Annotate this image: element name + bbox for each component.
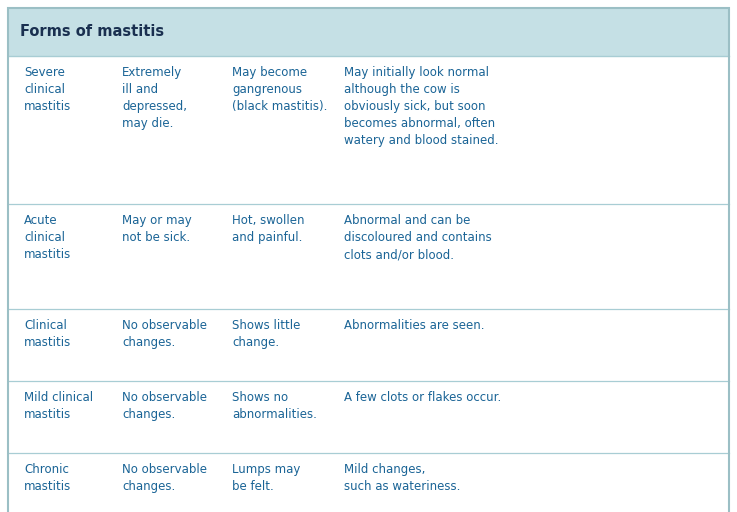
Bar — [8, 204, 729, 309]
Text: Abnormal and can be
discoloured and contains
clots and/or blood.: Abnormal and can be discoloured and cont… — [344, 214, 492, 261]
Bar — [8, 453, 729, 512]
Text: Severe
clinical
mastitis: Severe clinical mastitis — [24, 66, 71, 113]
Text: Hot, swollen
and painful.: Hot, swollen and painful. — [232, 214, 304, 244]
Text: May become
gangrenous
(black mastitis).: May become gangrenous (black mastitis). — [232, 66, 327, 113]
Text: Clinical
mastitis: Clinical mastitis — [24, 319, 71, 349]
Text: Mild clinical
mastitis: Mild clinical mastitis — [24, 391, 93, 421]
Bar — [8, 381, 729, 453]
Bar — [8, 309, 729, 381]
Text: Lumps may
be felt.: Lumps may be felt. — [232, 463, 301, 493]
Text: Abnormalities are seen.: Abnormalities are seen. — [344, 319, 484, 332]
Text: Extremely
ill and
depressed,
may die.: Extremely ill and depressed, may die. — [122, 66, 187, 130]
Text: No observable
changes.: No observable changes. — [122, 319, 207, 349]
Text: Chronic
mastitis: Chronic mastitis — [24, 463, 71, 493]
Text: May or may
not be sick.: May or may not be sick. — [122, 214, 192, 244]
Text: A few clots or flakes occur.: A few clots or flakes occur. — [344, 391, 501, 404]
Text: Acute
clinical
mastitis: Acute clinical mastitis — [24, 214, 71, 261]
Text: May initially look normal
although the cow is
obviously sick, but soon
becomes a: May initially look normal although the c… — [344, 66, 498, 147]
Text: No observable
changes.: No observable changes. — [122, 391, 207, 421]
Text: Forms of mastitis: Forms of mastitis — [20, 25, 164, 39]
Bar — [8, 8, 729, 56]
Text: Shows no
abnormalities.: Shows no abnormalities. — [232, 391, 317, 421]
Text: No observable
changes.: No observable changes. — [122, 463, 207, 493]
Bar — [8, 56, 729, 204]
Text: Mild changes,
such as wateriness.: Mild changes, such as wateriness. — [344, 463, 461, 493]
Text: Shows little
change.: Shows little change. — [232, 319, 301, 349]
